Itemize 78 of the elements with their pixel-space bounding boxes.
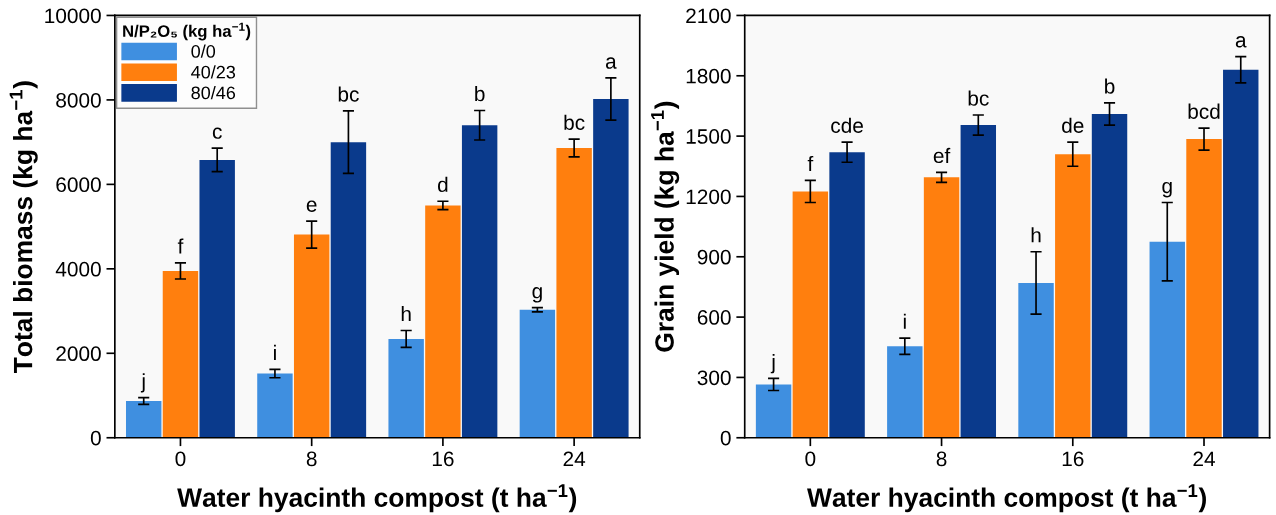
bar <box>1055 154 1091 438</box>
x-axis-title: Water hyacinth compost (t ha$^{−1}$) <box>807 484 1206 513</box>
bar <box>293 234 330 438</box>
data-label: e <box>306 200 317 212</box>
legend-label: 0/0 <box>191 44 216 58</box>
data-label: ef <box>933 147 951 164</box>
data-label: a <box>605 57 617 69</box>
bar <box>257 373 293 438</box>
data-label: bc <box>338 86 359 102</box>
bar <box>755 384 792 438</box>
x-tick-label: 0 <box>175 451 186 467</box>
legend-label: 40/23 <box>191 65 236 79</box>
data-label: bc <box>564 114 585 130</box>
data-label: bc <box>968 90 989 106</box>
bar <box>792 191 829 438</box>
bar <box>1149 241 1185 438</box>
bar <box>593 99 629 438</box>
data-label: c <box>212 127 222 139</box>
bar <box>519 309 556 438</box>
data-label: g <box>1162 181 1172 198</box>
y-tick-label: 10000 <box>45 8 101 24</box>
bar <box>125 401 162 438</box>
x-tick-label: 8 <box>306 451 317 467</box>
y-tick-label: 6000 <box>56 177 101 193</box>
bar <box>960 125 997 438</box>
y-axis-title: Total biomass (kg ha$^{−1}$) <box>9 81 38 374</box>
legend-title: N/P₂O₅ (kg ha$^{−1}$) <box>123 22 251 41</box>
y-tick-label: 4000 <box>55 261 101 277</box>
legend-label: 80/46 <box>191 86 236 100</box>
x-tick-label: 16 <box>432 451 454 467</box>
bar <box>1018 282 1054 438</box>
data-label: bcd <box>1188 103 1220 119</box>
data-label: g <box>532 287 542 303</box>
x-tick-label: 16 <box>1062 451 1084 467</box>
bar <box>923 177 960 438</box>
y-axis-title: Grain yield (kg ha$^{−1}$) <box>651 101 680 352</box>
data-label: j <box>770 353 775 374</box>
data-label: b <box>475 85 485 102</box>
bar <box>1091 113 1128 438</box>
y-tick-label: 0 <box>720 430 731 446</box>
x-tick-label: 8 <box>936 451 947 467</box>
x-tick-label: 0 <box>805 451 816 467</box>
data-label: a <box>1235 36 1247 48</box>
bar <box>887 346 923 438</box>
y-tick-label: 300 <box>697 370 731 386</box>
data-label: i <box>274 344 276 360</box>
bar <box>162 270 199 438</box>
data-label: cde <box>831 117 863 133</box>
y-tick-label: 900 <box>697 249 731 265</box>
bar <box>330 142 367 438</box>
y-tick-label: 2100 <box>686 8 731 24</box>
x-tick-label: 24 <box>563 451 586 467</box>
data-label: d <box>437 176 448 193</box>
bar <box>1223 69 1259 438</box>
data-label: de <box>1062 117 1084 133</box>
y-tick-label: 8000 <box>56 92 101 108</box>
data-label: h <box>401 306 411 322</box>
x-tick-label: 24 <box>1193 451 1215 467</box>
y-tick-label: 1500 <box>686 129 731 144</box>
bar <box>461 125 498 438</box>
data-label: b <box>1105 78 1115 94</box>
data-label: h <box>1031 227 1041 243</box>
y-tick-label: 0 <box>90 430 101 446</box>
data-label: j <box>140 373 145 393</box>
x-axis-title: Water hyacinth compost (t ha$^{−1}$) <box>177 484 577 513</box>
bar <box>1186 139 1222 438</box>
bar <box>829 152 865 438</box>
bar <box>425 205 461 438</box>
y-tick-label: 2000 <box>56 346 101 362</box>
bar <box>388 338 424 438</box>
data-label: f <box>807 155 814 171</box>
y-tick-label: 1800 <box>686 68 731 84</box>
bar <box>556 148 592 438</box>
data-label: i <box>903 313 906 329</box>
data-label: f <box>177 238 184 254</box>
y-tick-label: 600 <box>697 310 731 325</box>
y-tick-label: 1200 <box>686 189 731 205</box>
bar <box>199 159 235 438</box>
